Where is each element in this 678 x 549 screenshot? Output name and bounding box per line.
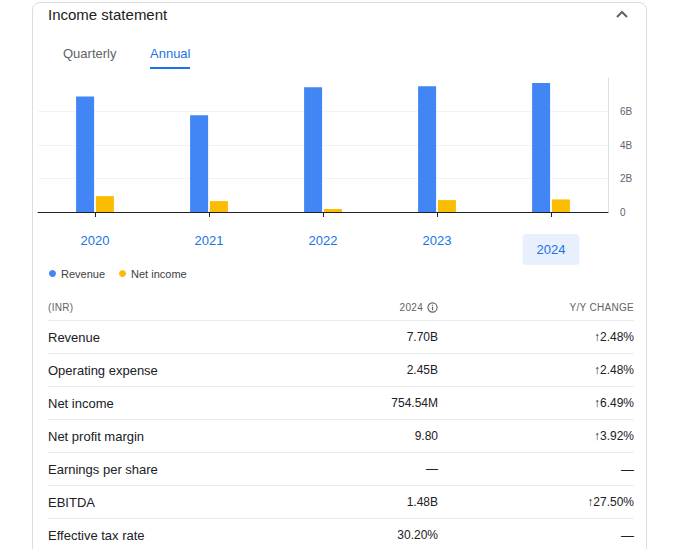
html-text:754.54M: 754.54M	[391, 396, 438, 410]
html-text:↑6.49%: ↑6.49%	[594, 396, 634, 410]
svg-text:2023: 2023	[423, 233, 452, 248]
html-text:2.45B: 2.45B	[406, 363, 438, 377]
svg-text:Net income: Net income	[131, 268, 187, 280]
html-text:30.20%: 30.20%	[397, 528, 438, 542]
svg-text:4B: 4B	[620, 140, 633, 151]
svg-text:2021: 2021	[195, 233, 224, 248]
html-text:Net profit margin: Net profit margin	[48, 428, 145, 444]
svg-text:2020: 2020	[81, 233, 110, 248]
html-text:Quarterly: Quarterly	[63, 46, 117, 61]
html-text:Revenue: Revenue	[48, 329, 100, 345]
svg-text:0: 0	[620, 207, 626, 218]
html-text:9.80: 9.80	[414, 429, 438, 443]
html-text:(INR): (INR)	[48, 301, 74, 313]
svg-text:2B: 2B	[620, 173, 633, 184]
html-text:2024: 2024	[399, 301, 423, 313]
svg-text:6B: 6B	[620, 106, 633, 117]
html-text:Income statement: Income statement	[48, 6, 168, 23]
svg-text:2022: 2022	[309, 233, 338, 248]
html-text:Operating expense: Operating expense	[48, 362, 158, 378]
svg-text:Revenue: Revenue	[61, 268, 105, 280]
html-text:↑2.48%: ↑2.48%	[594, 363, 634, 377]
html-text:EBITDA: EBITDA	[48, 494, 95, 510]
html-text:↑3.92%: ↑3.92%	[594, 429, 634, 443]
html-text:Effective tax rate: Effective tax rate	[48, 527, 145, 543]
html-text:1.48B: 1.48B	[406, 495, 438, 509]
html-text:Y/Y CHANGE: Y/Y CHANGE	[569, 301, 634, 313]
html-text:7.70B: 7.70B	[406, 330, 438, 344]
html-text:Net income: Net income	[48, 395, 114, 411]
html-text:Annual: Annual	[150, 46, 191, 61]
html-text:↑27.50%: ↑27.50%	[587, 495, 634, 509]
svg-text:2024: 2024	[537, 242, 566, 257]
html-text:↑2.48%: ↑2.48%	[594, 330, 634, 344]
html-text:Earnings per share: Earnings per share	[48, 461, 158, 477]
